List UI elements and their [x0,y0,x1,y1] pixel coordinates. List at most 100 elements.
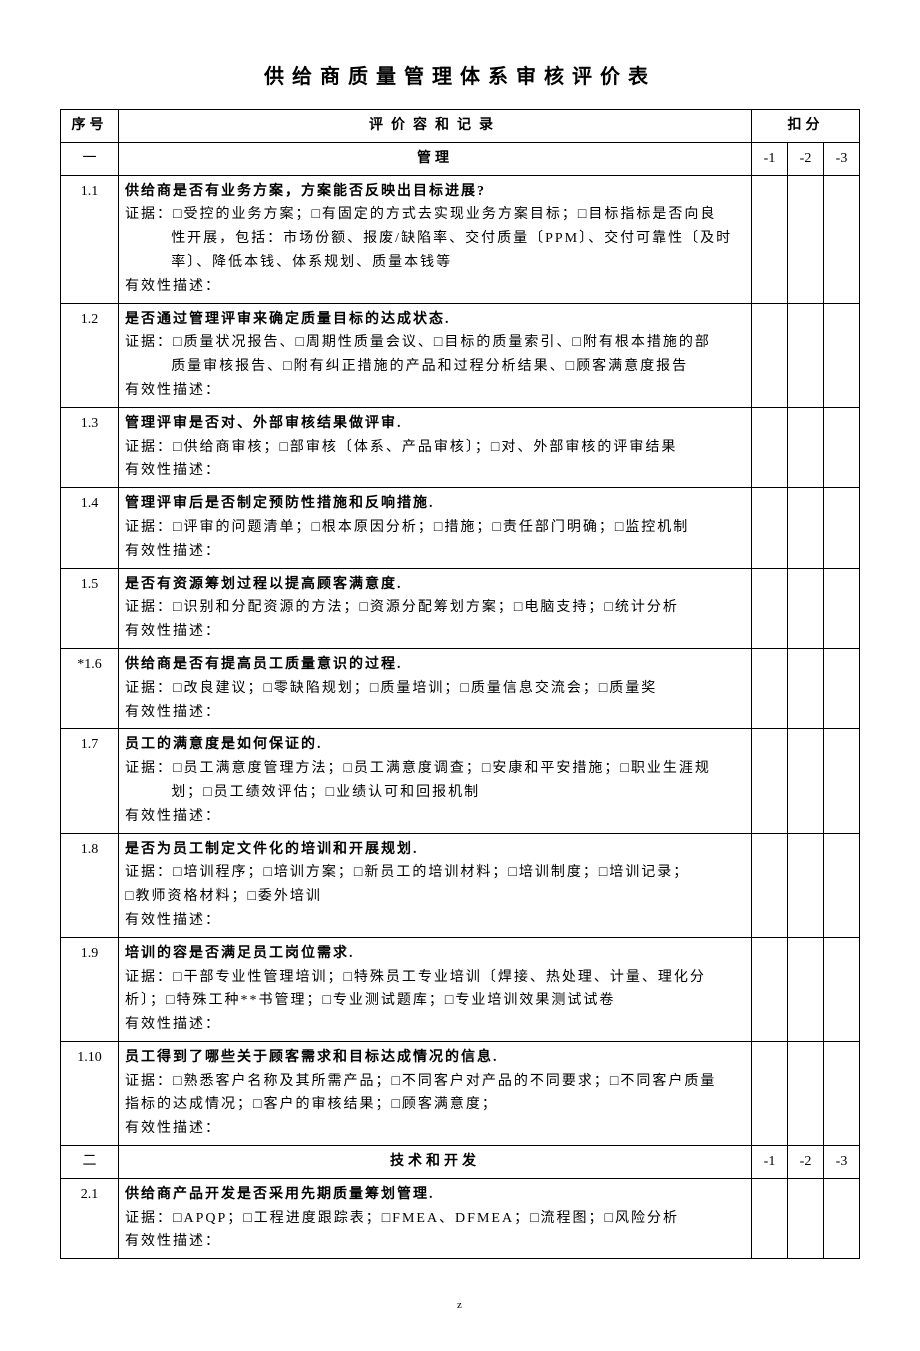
item-content: 是否通过管理评审来确定质量目标的达成状态.证据：□质量状况报告、□周期性质量会议… [119,303,752,407]
score-cell [788,568,824,648]
score-cell [752,175,788,303]
section-seq: 一 [61,142,119,175]
score-cell [788,488,824,568]
item-title: 是否为员工制定文件化的培训和开展规划. [125,838,745,862]
evaluation-table: 序号 评价容和记录 扣分 一管理-1-2-31.1供给商是否有业务方案，方案能否… [60,109,860,1259]
item-row: 1.5是否有资源筹划过程以提高顾客满意度.证据：□识别和分配资源的方法；□资源分… [61,568,860,648]
item-row: 1.9培训的容是否满足员工岗位需求.证据：□干部专业性管理培训；□特殊员工专业培… [61,937,860,1041]
item-desc: 有效性描述： [125,909,745,933]
item-desc: 有效性描述： [125,540,745,564]
item-desc: 有效性描述： [125,1013,745,1037]
page-title: 供给商质量管理体系审核评价表 [60,60,860,89]
score-label: -2 [788,142,824,175]
item-title: 供给商产品开发是否采用先期质量筹划管理. [125,1183,745,1207]
item-desc: 有效性描述： [125,275,745,299]
item-seq: 1.5 [61,568,119,648]
item-desc: 有效性描述： [125,459,745,483]
score-cell [788,1178,824,1258]
item-evidence: 证据：□供给商审核；□部审核〔体系、产品审核〕；□对、外部审核的评审结果 [125,436,745,460]
item-content: 管理评审后是否制定预防性措施和反响措施.证据：□评审的问题清单；□根本原因分析；… [119,488,752,568]
item-evidence-cont: 率〕、降低本钱、体系规划、质量本钱等 [125,251,745,275]
item-row: *1.6供给商是否有提高员工质量意识的过程.证据：□改良建议；□零缺陷规划；□质… [61,648,860,728]
score-cell [752,488,788,568]
score-cell [824,488,860,568]
item-seq: 1.2 [61,303,119,407]
item-evidence: 证据：□干部专业性管理培训；□特殊员工专业培训〔焊接、热处理、计量、理化分 [125,966,745,990]
item-content: 供给商是否有提高员工质量意识的过程.证据：□改良建议；□零缺陷规划；□质量培训；… [119,648,752,728]
item-row: 2.1供给商产品开发是否采用先期质量筹划管理.证据：□APQP；□工程进度跟踪表… [61,1178,860,1258]
item-evidence-cont: 划；□员工绩效评估；□业绩认可和回报机制 [125,781,745,805]
item-evidence-cont: 析〕；□特殊工种**书管理；□专业测试题库；□专业培训效果测试试卷 [125,989,745,1013]
score-cell [788,175,824,303]
item-row: 1.4管理评审后是否制定预防性措施和反响措施.证据：□评审的问题清单；□根本原因… [61,488,860,568]
item-evidence-cont: 性开展，包括：市场份额、报废/缺陷率、交付质量〔PPM〕、交付可靠性〔及时 [125,227,745,251]
item-evidence: 证据：□APQP；□工程进度跟踪表；□FMEA、DFMEA；□流程图；□风险分析 [125,1207,745,1231]
item-content: 管理评审是否对、外部审核结果做评审.证据：□供给商审核；□部审核〔体系、产品审核… [119,407,752,487]
item-evidence-cont: 质量审核报告、□附有纠正措施的产品和过程分析结果、□顾客满意度报告 [125,355,745,379]
section-row: 一管理-1-2-3 [61,142,860,175]
score-cell [788,648,824,728]
item-evidence: 证据：□质量状况报告、□周期性质量会议、□目标的质量索引、□附有根本措施的部 [125,331,745,355]
score-cell [752,937,788,1041]
item-seq: 1.7 [61,729,119,833]
section-title: 技术和开发 [119,1146,752,1179]
item-content: 员工的满意度是如何保证的.证据：□员工满意度管理方法；□员工满意度调查；□安康和… [119,729,752,833]
score-cell [824,1178,860,1258]
score-cell [788,937,824,1041]
item-title: 培训的容是否满足员工岗位需求. [125,942,745,966]
item-evidence: 证据：□员工满意度管理方法；□员工满意度调查；□安康和平安措施；□职业生涯规 [125,757,745,781]
header-score: 扣分 [752,110,860,143]
score-cell [824,833,860,937]
score-cell [824,937,860,1041]
section-title: 管理 [119,142,752,175]
item-content: 员工得到了哪些关于顾客需求和目标达成情况的信息.证据：□熟悉客户名称及其所需产品… [119,1041,752,1145]
item-desc: 有效性描述： [125,1230,745,1254]
score-cell [824,407,860,487]
score-cell [824,729,860,833]
score-cell [788,833,824,937]
item-seq: 1.8 [61,833,119,937]
item-evidence-cont: □教师资格材料；□委外培训 [125,885,745,909]
item-seq: 1.9 [61,937,119,1041]
score-cell [752,833,788,937]
table-header-row: 序号 评价容和记录 扣分 [61,110,860,143]
header-content: 评价容和记录 [119,110,752,143]
section-seq: 二 [61,1146,119,1179]
item-content: 供给商产品开发是否采用先期质量筹划管理.证据：□APQP；□工程进度跟踪表；□F… [119,1178,752,1258]
item-seq: 1.4 [61,488,119,568]
item-evidence-cont: 指标的达成情况；□客户的审核结果；□顾客满意度； [125,1093,745,1117]
score-cell [788,1041,824,1145]
item-seq: 1.1 [61,175,119,303]
item-evidence: 证据：□受控的业务方案；□有固定的方式去实现业务方案目标；□目标指标是否向良 [125,203,745,227]
score-cell [788,729,824,833]
item-content: 是否有资源筹划过程以提高顾客满意度.证据：□识别和分配资源的方法；□资源分配筹划… [119,568,752,648]
item-row: 1.1供给商是否有业务方案，方案能否反映出目标进展?证据：□受控的业务方案；□有… [61,175,860,303]
score-cell [752,568,788,648]
score-cell [824,1041,860,1145]
item-title: 员工的满意度是如何保证的. [125,733,745,757]
item-evidence: 证据：□评审的问题清单；□根本原因分析；□措施；□责任部门明确；□监控机制 [125,516,745,540]
item-evidence: 证据：□培训程序；□培训方案；□新员工的培训材料；□培训制度；□培训记录； [125,861,745,885]
score-cell [752,407,788,487]
item-desc: 有效性描述： [125,1117,745,1141]
item-seq: 2.1 [61,1178,119,1258]
item-row: 1.3管理评审是否对、外部审核结果做评审.证据：□供给商审核；□部审核〔体系、产… [61,407,860,487]
section-row: 二技术和开发-1-2-3 [61,1146,860,1179]
item-row: 1.7员工的满意度是如何保证的.证据：□员工满意度管理方法；□员工满意度调查；□… [61,729,860,833]
item-title: 供给商是否有业务方案，方案能否反映出目标进展? [125,180,745,204]
item-desc: 有效性描述： [125,379,745,403]
score-cell [788,303,824,407]
page-footer: z [60,1299,860,1311]
item-evidence: 证据：□熟悉客户名称及其所需产品；□不同客户对产品的不同要求；□不同客户质量 [125,1070,745,1094]
item-desc: 有效性描述： [125,805,745,829]
score-cell [788,407,824,487]
item-title: 供给商是否有提高员工质量意识的过程. [125,653,745,677]
item-content: 培训的容是否满足员工岗位需求.证据：□干部专业性管理培训；□特殊员工专业培训〔焊… [119,937,752,1041]
score-cell [752,729,788,833]
item-content: 供给商是否有业务方案，方案能否反映出目标进展?证据：□受控的业务方案；□有固定的… [119,175,752,303]
score-cell [824,175,860,303]
score-cell [824,303,860,407]
item-row: 1.2是否通过管理评审来确定质量目标的达成状态.证据：□质量状况报告、□周期性质… [61,303,860,407]
item-desc: 有效性描述： [125,620,745,644]
item-title: 管理评审是否对、外部审核结果做评审. [125,412,745,436]
